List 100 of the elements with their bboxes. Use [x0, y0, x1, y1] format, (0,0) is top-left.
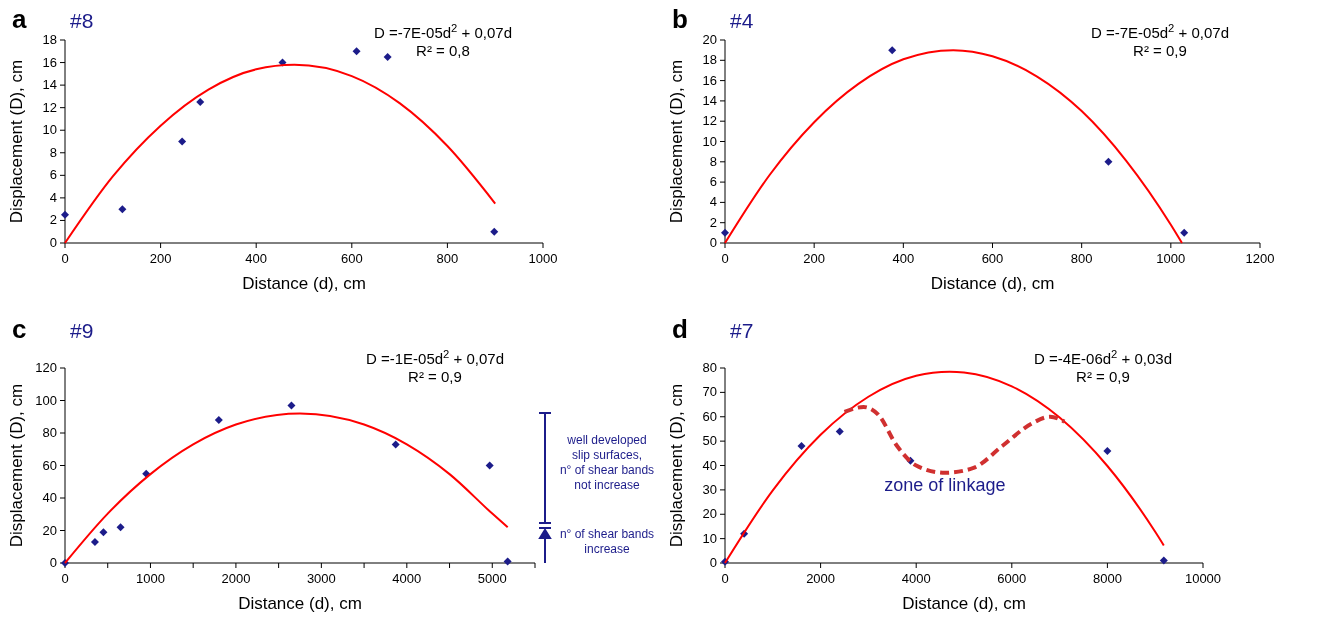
x-tick-label: 0: [721, 571, 729, 586]
y-axis-title: Displacement (D), cm: [7, 383, 26, 548]
text: D =-4E-06d$^{2}$ + 0,03d: [1033, 348, 1173, 367]
x-axis-title: Distance (d), cm: [238, 594, 362, 613]
y-tick-label: 0: [709, 555, 717, 570]
line-series: [842, 405, 1067, 475]
chart-title: a: [12, 4, 27, 34]
y-tick-label: 12: [42, 99, 57, 115]
y-tick-label: 6: [49, 167, 57, 183]
x-tick-label: 200: [149, 251, 172, 266]
x-tick-label: 0: [721, 251, 729, 266]
x-axis-title: Distance (d), cm: [930, 274, 1055, 293]
x-tick-label: 4000: [901, 571, 931, 586]
point: [99, 528, 108, 537]
x-tick-label: 8000: [1092, 571, 1122, 586]
y-tick-label: 10: [702, 530, 717, 546]
point: [797, 442, 806, 450]
point: [1103, 446, 1112, 455]
x-tick-label: 2000: [221, 571, 251, 586]
chart-subtitle: #9: [70, 319, 94, 342]
x-tick-label: 10000: [1184, 571, 1222, 586]
y-tick-label: 12: [702, 113, 717, 129]
point: [888, 46, 897, 55]
y-tick-label: 60: [702, 408, 717, 424]
point: [383, 52, 392, 61]
y-tick-label: 20: [702, 32, 717, 47]
y-tick-label: 2: [49, 212, 57, 228]
y-tick-label: 6: [709, 174, 717, 190]
y-axis-title: Displacement (D), cm: [7, 59, 26, 224]
x-tick-label: 3000: [306, 571, 336, 586]
y-tick-label: 4: [49, 189, 57, 205]
x-tick-label: 1200: [1245, 251, 1275, 266]
point: [352, 47, 361, 56]
point: [1104, 157, 1113, 166]
x-tick-label: 1000: [528, 251, 558, 266]
y-axis-title: Displacement (D), cm: [667, 59, 686, 224]
x-tick-label: 5000: [477, 571, 507, 586]
annotation: D =-7E-05d$^{2}$ + 0,07d: [1090, 22, 1230, 41]
y-tick-label: 80: [702, 360, 717, 375]
x-tick-label: 200: [803, 251, 826, 266]
y-tick-label: 10: [702, 133, 717, 149]
point: [721, 228, 729, 237]
point: [90, 537, 99, 546]
point: [178, 137, 187, 146]
point: [287, 401, 296, 410]
point: [61, 210, 69, 219]
x-tick-label: 800: [1070, 251, 1093, 266]
y-axis-title: Displacement (D), cm: [667, 383, 686, 548]
x-tick-label: 600: [981, 251, 1004, 266]
text: D =-1E-05d$^{2}$ + 0,07d: [365, 348, 505, 367]
x-tick-label: 2000: [806, 571, 836, 586]
x-tick-label: 4000: [392, 571, 422, 586]
y-tick-label: 70: [702, 384, 717, 400]
x-axis-title: Distance (d), cm: [242, 274, 366, 293]
point: [214, 416, 223, 424]
text: well developed slip surfaces, n° of shear bands not increase: [559, 433, 655, 492]
chart-subtitle: #8: [70, 9, 94, 32]
y-tick-label: 30: [702, 481, 717, 497]
annotation: R² = 0,9: [1076, 368, 1130, 385]
chart-title: c: [12, 314, 27, 344]
text: n° of shear bands increase: [559, 526, 655, 556]
y-tick-label: 50: [702, 433, 717, 449]
y-tick-label: 10: [42, 122, 57, 138]
x-tick-label: 800: [436, 251, 459, 266]
y-tick-label: 20: [42, 522, 57, 538]
y-tick-label: 40: [42, 490, 57, 505]
y-tick-label: 20: [702, 506, 717, 522]
chart-title: b: [672, 4, 688, 34]
line-series: [64, 63, 497, 244]
x-tick-label: 400: [245, 251, 268, 266]
annotation: R² = 0,9: [408, 368, 462, 385]
x-tick-label: 400: [892, 251, 915, 266]
annotation: zone of linkage: [884, 474, 1006, 495]
y-tick-label: 16: [42, 54, 57, 70]
y-tick-label: 14: [702, 92, 717, 108]
point: [490, 227, 499, 236]
point: [196, 98, 205, 107]
annotation: D =-7E-05d$^{2}$ + 0,07d: [373, 22, 513, 41]
point: [116, 523, 125, 532]
y-tick-label: 120: [35, 360, 57, 375]
y-tick-label: 16: [702, 72, 717, 88]
point: [1180, 228, 1189, 237]
y-tick-label: 0: [49, 235, 57, 250]
point: [1159, 556, 1168, 565]
chart-title: d: [672, 314, 688, 344]
y-tick-label: 0: [49, 555, 57, 570]
point: [391, 440, 400, 449]
y-tick-label: 60: [42, 457, 57, 473]
y-tick-label: 40: [702, 457, 717, 473]
point: [835, 427, 844, 436]
point: [485, 461, 494, 470]
x-tick-label: 600: [340, 251, 363, 266]
y-tick-label: 0: [709, 235, 717, 250]
point: [118, 205, 127, 214]
x-tick-label: 1000: [135, 571, 165, 586]
y-tick-label: 18: [42, 32, 57, 47]
y-tick-label: 100: [35, 392, 57, 408]
y-tick-label: 8: [49, 144, 57, 160]
x-tick-label: 6000: [997, 571, 1027, 586]
x-tick-label: 0: [61, 251, 69, 266]
